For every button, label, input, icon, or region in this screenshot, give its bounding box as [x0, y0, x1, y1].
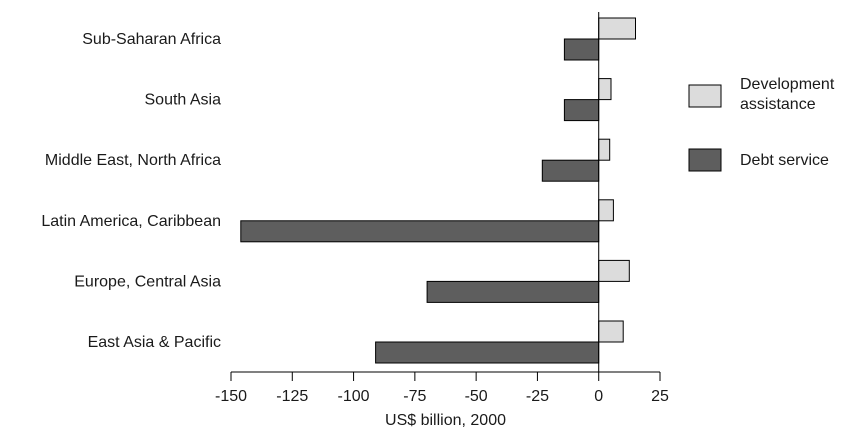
bar-debt-service-4	[426, 280, 600, 303]
category-label: Sub-Saharan Africa	[82, 31, 221, 48]
x-tick-label: -150	[215, 388, 247, 405]
x-tick-label: -125	[276, 388, 308, 405]
legend: Development assistance Debt service	[688, 76, 835, 172]
legend-swatch-development-assistance	[688, 84, 722, 108]
x-axis: -150 -125 -100 -75 -50 -25 0 25	[215, 371, 669, 405]
x-tick-label: -100	[338, 388, 370, 405]
legend-label: assistance	[740, 96, 816, 113]
bar-debt-service-0	[563, 38, 600, 61]
legend-swatch-debt-service	[688, 148, 722, 172]
bar-debt-service-1	[563, 99, 600, 122]
category-label: Middle East, North Africa	[45, 152, 221, 169]
category-label: Latin America, Caribbean	[41, 213, 221, 230]
x-tick-label: 0	[594, 388, 603, 405]
x-tick-label: -75	[403, 388, 426, 405]
category-label: East Asia & Pacific	[88, 334, 221, 351]
bar-debt-service-2	[541, 159, 600, 182]
bar-debt-service-3	[240, 220, 600, 243]
bar-development-assistance-0	[598, 17, 637, 40]
bar-debt-service-5	[375, 341, 600, 364]
x-tick-label: 25	[651, 388, 669, 405]
category-label: South Asia	[145, 92, 222, 109]
x-axis-title: US$ billion, 2000	[385, 412, 506, 429]
bar-development-assistance-2	[598, 138, 611, 161]
legend-label: Debt service	[740, 152, 829, 169]
x-tick-label: -50	[465, 388, 488, 405]
x-tick-label: -25	[526, 388, 549, 405]
bar-development-assistance-4	[598, 259, 630, 282]
category-label: Europe, Central Asia	[74, 273, 221, 290]
bar-development-assistance-3	[598, 199, 614, 222]
bars-group	[240, 17, 637, 364]
category-labels: Sub-Saharan Africa South Asia Middle East,…	[41, 31, 221, 351]
legend-label: Development	[740, 76, 835, 93]
bar-development-assistance-1	[598, 78, 612, 101]
bar-development-assistance-5	[598, 320, 624, 343]
